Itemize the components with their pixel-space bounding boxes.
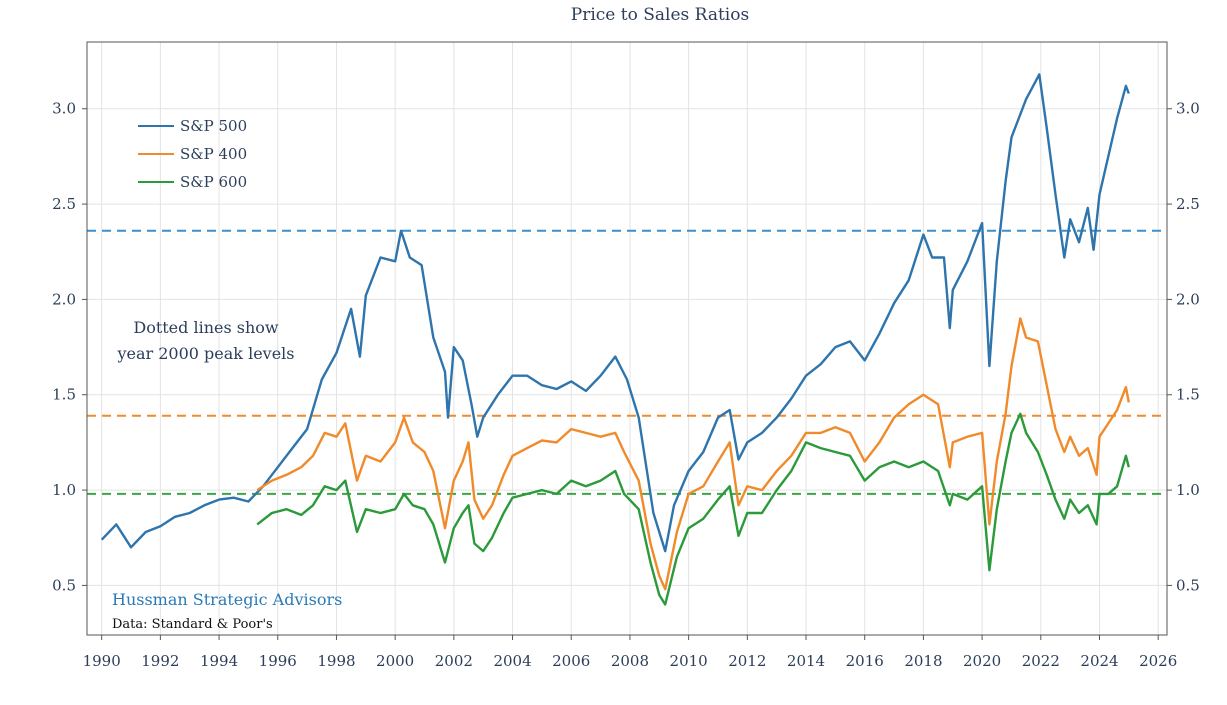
source-label: Data: Standard & Poor's (112, 617, 273, 632)
x-tick-label: 1990 (83, 652, 121, 670)
note-line-1: Dotted lines show (133, 318, 279, 337)
series-lines (100, 73, 1130, 606)
x-tick-label: 2018 (904, 652, 942, 670)
legend: S&P 500 S&P 400 S&P 600 (138, 117, 247, 191)
y-tick-label-left: 1.0 (52, 481, 76, 499)
y-tick-label-left: 1.5 (52, 386, 76, 404)
annotations: Dotted lines show year 2000 peak levels … (112, 318, 342, 632)
legend-label: S&P 400 (180, 145, 247, 163)
x-tick-label: 2014 (787, 652, 825, 670)
y-tick-label-right: 1.5 (1176, 386, 1200, 404)
y-axis-ticks: 0.5 0.5 1.0 1.0 1.5 1.5 2.0 2.0 2.5 2.5 3.0 3.0 (52, 100, 1200, 595)
legend-label: S&P 600 (180, 173, 247, 191)
series-line (100, 73, 1130, 553)
chart-title: Price to Sales Ratios (571, 5, 749, 25)
y-tick-label-right: 0.5 (1176, 576, 1200, 594)
x-tick-label: 1992 (141, 652, 179, 670)
x-tick-label: 2008 (611, 652, 649, 670)
series-line (256, 412, 1130, 606)
y-tick-label-left: 0.5 (52, 576, 76, 594)
y-tick-label-right: 2.0 (1176, 290, 1200, 308)
y-tick-label-left: 3.0 (52, 100, 76, 118)
x-tick-label: 2024 (1080, 652, 1118, 670)
x-tick-label: 2006 (552, 652, 590, 670)
y-tick-label-right: 2.5 (1176, 195, 1200, 213)
x-axis-ticks: 1990 1992 1994 1996 1998 2000 2002 2004 2006 2008… (83, 635, 1177, 670)
x-tick-label: 2016 (846, 652, 884, 670)
x-tick-label: 1996 (259, 652, 297, 670)
x-tick-label: 1994 (200, 652, 238, 670)
x-tick-label: 2012 (728, 652, 766, 670)
x-tick-label: 2002 (435, 652, 473, 670)
y-tick-label-right: 1.0 (1176, 481, 1200, 499)
plot-frame (86, 41, 1168, 636)
x-tick-label: 2000 (376, 652, 414, 670)
x-tick-label: 1998 (317, 652, 355, 670)
series-line (256, 317, 1130, 591)
x-tick-label: 2020 (963, 652, 1001, 670)
note-line-2: year 2000 peak levels (116, 344, 294, 363)
x-tick-label: 2004 (493, 652, 531, 670)
brand-label: Hussman Strategic Advisors (112, 590, 342, 609)
gridlines (87, 42, 1167, 635)
legend-label: S&P 500 (180, 117, 247, 135)
x-tick-label: 2010 (670, 652, 708, 670)
y-tick-label-right: 3.0 (1176, 100, 1200, 118)
x-tick-label: 2026 (1139, 652, 1177, 670)
y-tick-label-left: 2.5 (52, 195, 76, 213)
y-tick-label-left: 2.0 (52, 290, 76, 308)
x-tick-label: 2022 (1022, 652, 1060, 670)
